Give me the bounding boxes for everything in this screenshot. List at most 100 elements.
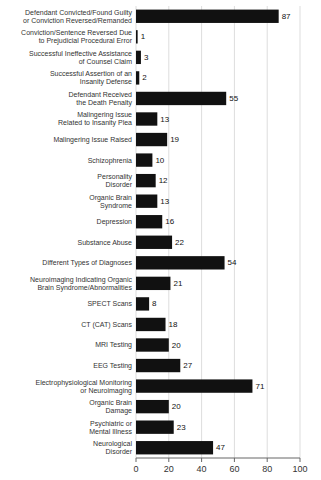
data-label: 20: [172, 402, 181, 411]
category-label-line: Psychiatric or: [90, 420, 133, 428]
bar: [136, 277, 170, 290]
category-label-line: Neurological: [93, 440, 132, 448]
category-label-line: Personality: [97, 173, 132, 181]
bar: [136, 359, 180, 372]
category-label: Successful Assertion of anInsanity Defen…: [50, 70, 132, 86]
bars: [136, 10, 279, 455]
category-label-line: SPECT Scans: [87, 300, 132, 307]
category-label-line: or Neuroimaging: [80, 387, 132, 395]
bar: [136, 71, 139, 84]
grid-line: [300, 6, 301, 458]
bar: [136, 174, 156, 187]
data-label: 16: [165, 217, 174, 226]
bar: [136, 400, 169, 413]
data-label: 1: [141, 32, 146, 41]
category-label: NeurologicalDisorder: [93, 440, 133, 455]
category-label: Successful Ineffective Assistanceof Coun…: [29, 50, 132, 65]
bar: [136, 195, 157, 208]
tick-mark: [300, 458, 301, 462]
tick-label: 60: [229, 464, 239, 474]
grid-line: [267, 6, 268, 458]
category-label-line: Syndrome: [100, 202, 132, 210]
category-label-line: EEG Testing: [93, 362, 132, 370]
category-label-line: Substance Abuse: [78, 239, 133, 246]
category-label: Defendant Receivedthe Death Penalty: [69, 91, 133, 107]
bar: [136, 153, 152, 166]
bar: [136, 30, 138, 43]
category-label-line: Malingering Issue: [77, 111, 132, 119]
bar: [136, 10, 279, 23]
tick-mark: [234, 458, 235, 462]
category-label: Depression: [97, 218, 133, 226]
category-label-line: Neuroimaging Indicating Organic: [30, 276, 132, 284]
bar: [136, 51, 141, 64]
bar: [136, 379, 252, 392]
category-label-line: CT (CAT) Scans: [81, 321, 132, 329]
bar: [136, 92, 226, 105]
bar: [136, 133, 167, 146]
data-label: 71: [255, 382, 264, 391]
category-label: MRI Testing: [95, 341, 132, 349]
category-label: Substance Abuse: [78, 239, 133, 246]
data-label: 8: [152, 299, 157, 308]
bar: [136, 297, 149, 310]
tick-label: 0: [133, 464, 138, 474]
category-label-line: or Conviction Reversed/Remanded: [23, 17, 132, 24]
category-label-line: Organic Brain: [89, 399, 132, 407]
category-label-line: the Death Penalty: [76, 99, 132, 107]
category-label-line: Successful Assertion of an: [50, 70, 132, 77]
category-label: Psychiatric orMental Illness: [89, 420, 132, 435]
data-label: 19: [170, 135, 179, 144]
data-label: 27: [183, 361, 192, 370]
category-label: EEG Testing: [93, 362, 132, 370]
category-label: PersonalityDisorder: [97, 173, 132, 188]
category-label-line: Defendant Received: [69, 91, 133, 98]
bar: [136, 318, 166, 331]
data-label: 10: [155, 156, 164, 165]
tick-label: 20: [164, 464, 174, 474]
data-label: 18: [169, 320, 178, 329]
category-label-line: to Prejudicial Procedural Error: [39, 37, 133, 45]
data-labels: 8713255131910121316225421818202771202347: [141, 12, 291, 452]
category-label-line: MRI Testing: [95, 341, 132, 349]
data-label: 54: [228, 258, 237, 267]
data-label: 2: [142, 73, 147, 82]
category-label: Malingering IssueRelated to Insanity Ple…: [58, 111, 132, 127]
tick-mark: [201, 458, 202, 462]
category-label-line: Mental Illness: [89, 428, 132, 435]
category-label-line: Conviction/Sentence Reversed Due: [21, 29, 132, 36]
data-label: 20: [172, 341, 181, 350]
category-label-line: Schizophrenia: [88, 157, 132, 165]
x-axis: 020406080100: [133, 458, 307, 474]
category-label: Different Types of Diagnoses: [42, 259, 132, 267]
bar: [136, 236, 172, 249]
category-label-line: of Counsel Claim: [79, 58, 132, 65]
category-label: Electrophysiological Monitoringor Neuroi…: [36, 379, 133, 395]
bar: [136, 338, 169, 351]
category-label: Malingering Issue Raised: [53, 136, 132, 144]
category-label-line: Related to Insanity Plea: [58, 119, 132, 127]
data-label: 12: [159, 176, 168, 185]
tick-label: 100: [292, 464, 307, 474]
category-label-line: Depression: [97, 218, 133, 226]
axis-line: [136, 458, 300, 459]
y-axis: Defendant Convicted/Found Guiltyor Convi…: [21, 9, 133, 455]
bar: [136, 441, 213, 454]
data-label: 87: [282, 12, 291, 21]
data-label: 47: [216, 443, 225, 452]
category-label-line: Disorder: [106, 448, 133, 455]
category-label-line: Malingering Issue Raised: [53, 136, 132, 144]
tick-mark: [267, 458, 268, 462]
data-label: 21: [173, 279, 182, 288]
category-label-line: Electrophysiological Monitoring: [36, 379, 133, 387]
data-label: 13: [160, 115, 169, 124]
category-label-line: Insanity Defense: [80, 78, 132, 86]
category-label: Defendant Convicted/Found Guiltyor Convi…: [23, 9, 132, 24]
category-label: Neuroimaging Indicating OrganicBrain Syn…: [30, 276, 132, 292]
category-label: SPECT Scans: [87, 300, 132, 307]
category-label-line: Defendant Convicted/Found Guilty: [25, 9, 133, 17]
category-label-line: Successful Ineffective Assistance: [29, 50, 132, 57]
chart: 0204060801008713255131910121316225421818…: [0, 0, 321, 480]
data-label: 13: [160, 197, 169, 206]
bar: [136, 112, 157, 125]
